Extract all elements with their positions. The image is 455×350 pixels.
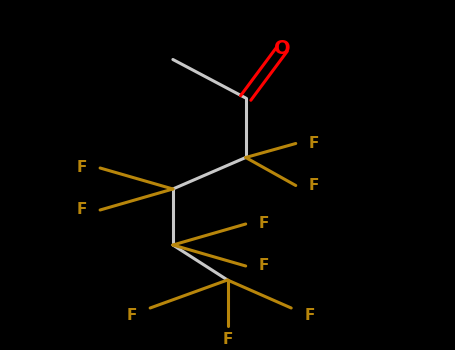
Text: F: F: [309, 178, 319, 193]
Text: F: F: [309, 136, 319, 151]
Text: F: F: [127, 308, 137, 322]
Text: F: F: [259, 217, 269, 231]
Text: F: F: [222, 332, 233, 347]
Text: O: O: [274, 40, 290, 58]
Text: F: F: [77, 203, 87, 217]
Text: F: F: [77, 161, 87, 175]
Text: F: F: [259, 259, 269, 273]
Text: F: F: [304, 308, 314, 322]
